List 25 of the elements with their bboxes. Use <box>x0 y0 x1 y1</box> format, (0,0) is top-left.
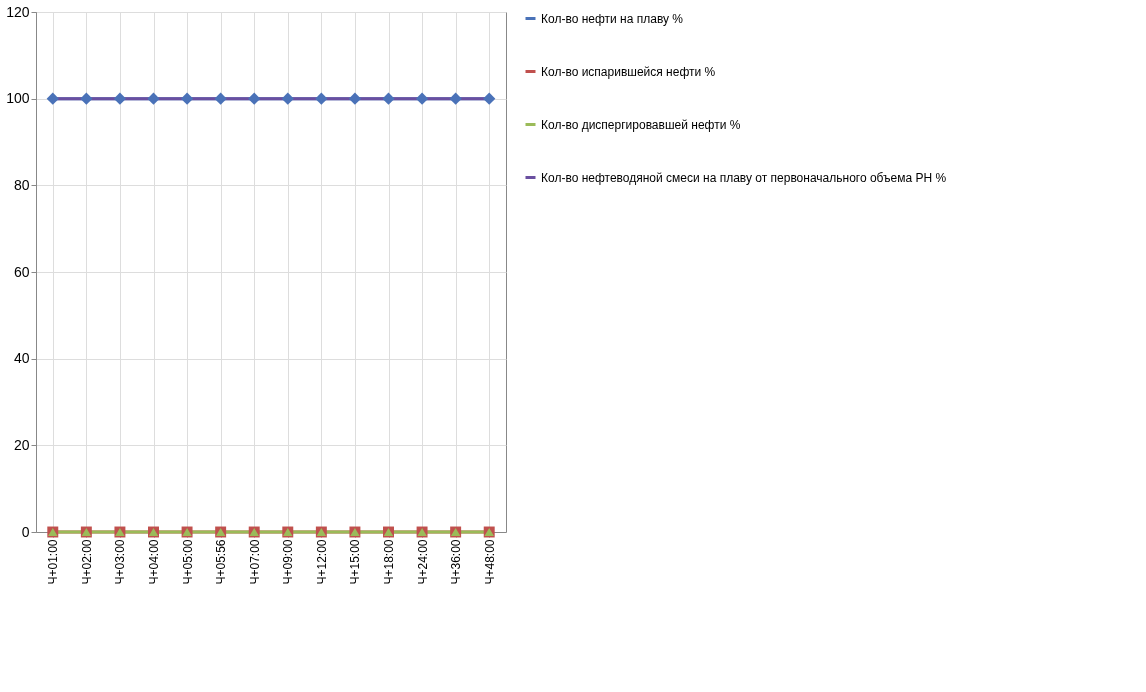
x-tick-label: Ч+15:00 <box>348 539 363 585</box>
x-tick-label: Ч+07:00 <box>247 539 262 585</box>
x-tick-label: Ч+01:00 <box>46 539 61 585</box>
x-tick-label: Ч+05:00 <box>180 539 195 585</box>
y-tick-label: 20 <box>13 436 30 453</box>
x-tick-label: Ч+03:00 <box>113 539 128 585</box>
x-tick-label: Ч+18:00 <box>382 539 396 585</box>
x-tick-label: Ч+12:00 <box>314 539 329 585</box>
legend-label: Кол-во нефтеводяной смеси на плаву от первоначального объема РН % <box>541 170 947 185</box>
legend-label: Кол-во испарившейся нефти % <box>541 64 716 79</box>
x-tick-label: Ч+09:00 <box>281 539 296 585</box>
legend-label: Кол-во нефти на плаву % <box>541 11 684 26</box>
y-tick-label: 40 <box>13 350 30 367</box>
x-tick-label: Ч+04:00 <box>147 539 161 585</box>
x-tick-label: Ч+24:00 <box>415 539 430 585</box>
y-tick-label: 60 <box>13 263 30 280</box>
y-tick-label: 120 <box>6 3 30 20</box>
x-tick-label: Ч+05:56 <box>214 539 229 585</box>
y-tick-label: 80 <box>13 176 30 193</box>
legend-label: Кол-во диспергировавшей нефти % <box>541 117 741 132</box>
y-tick-label: 0 <box>21 523 30 540</box>
x-tick-label: Ч+48:00 <box>482 539 497 585</box>
x-tick-label: Ч+36:00 <box>449 539 464 585</box>
x-tick-label: Ч+02:00 <box>79 539 94 585</box>
y-tick-label: 100 <box>6 90 30 107</box>
